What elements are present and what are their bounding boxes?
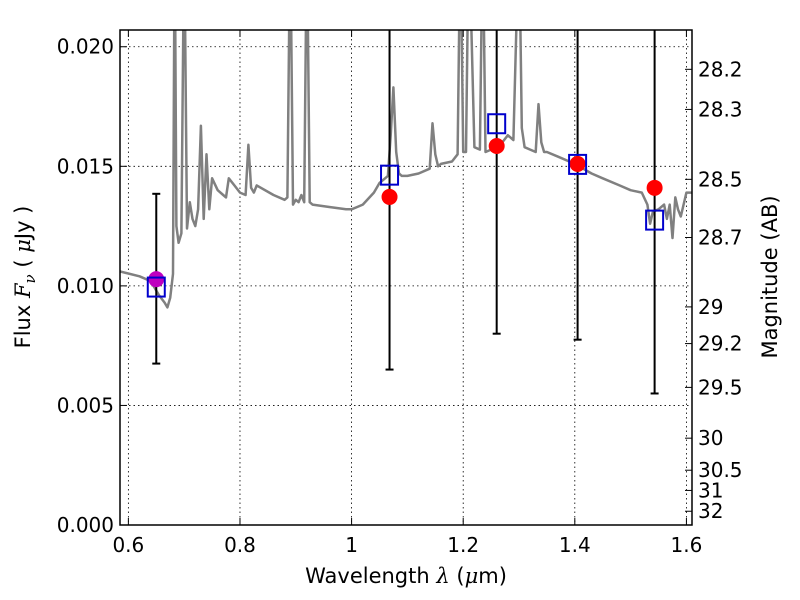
y-axis-label-symbol: F	[11, 282, 35, 299]
marker-layer	[146, 113, 665, 298]
plot-frame	[119, 29, 693, 526]
y2-tick-label: 31	[698, 478, 723, 502]
x-axis-label-unit-open: (	[456, 564, 464, 588]
tick-layer: 0.6 0.8 1 1.2 1.4 1.6 0.000 0.005 0.010 0.015 0.02…	[57, 30, 743, 557]
y-axis-label-unit-open: (	[11, 259, 35, 267]
x-axis-label-text: Wavelength	[305, 564, 430, 588]
y-axis-label-subscript: ν	[21, 274, 39, 283]
x-axis-label: Wavelength λ (μm)	[305, 564, 507, 588]
y-axis-label-unit-rest: Jy )	[11, 206, 35, 242]
square-marker	[568, 153, 588, 175]
y-tick-label: 0.015	[57, 154, 114, 178]
y2-axis-label: Magnitude (AB)	[758, 195, 782, 358]
y-axis-label: Flux Fν ( μJy )	[11, 206, 39, 349]
x-tick-label: 1.4	[559, 533, 591, 557]
y-axis-label-text: Flux	[11, 305, 35, 349]
square-marker	[146, 276, 166, 298]
y-tick-label: 0.000	[57, 513, 114, 537]
x-tick-label: 0.8	[224, 533, 256, 557]
x-tick-label: 1.6	[671, 533, 703, 557]
square-marker	[487, 113, 507, 135]
circle-marker	[569, 155, 586, 172]
circle-marker	[148, 271, 165, 288]
y2-tick-label: 30	[698, 426, 723, 450]
square-marker	[645, 209, 665, 231]
y2-tick-label: 28.7	[698, 225, 743, 249]
y2-tick-label: 30.5	[698, 458, 743, 482]
x-axis-label-symbol: λ	[435, 564, 449, 588]
circle-marker	[646, 179, 663, 196]
y2-tick-label: 28.5	[698, 167, 743, 191]
plot-background	[120, 30, 692, 525]
circle-marker	[381, 188, 398, 205]
x-axis-label-unit-mu: μ	[465, 564, 479, 588]
square-marker	[380, 164, 400, 186]
error-bar-layer	[152, 30, 659, 395]
y2-tick-label: 28.2	[698, 57, 743, 81]
x-axis-label-unit-rest: m)	[478, 564, 507, 588]
circle-marker	[488, 137, 505, 154]
y2-tick-label: 29	[698, 295, 723, 319]
x-tick-label: 0.6	[112, 533, 144, 557]
x-tick-label: 1	[345, 533, 358, 557]
y2-tick-label: 29.5	[698, 375, 743, 399]
y2-tick-label: 28.3	[698, 97, 743, 121]
x-tick-label: 1.2	[447, 533, 479, 557]
y-tick-label: 0.005	[57, 393, 114, 417]
y2-tick-label: 32	[698, 499, 723, 523]
y-tick-label: 0.010	[57, 274, 114, 298]
y-tick-label: 0.020	[57, 35, 114, 59]
y2-tick-label: 29.2	[698, 332, 743, 356]
y-axis-label-unit-mu: μ	[11, 239, 35, 253]
